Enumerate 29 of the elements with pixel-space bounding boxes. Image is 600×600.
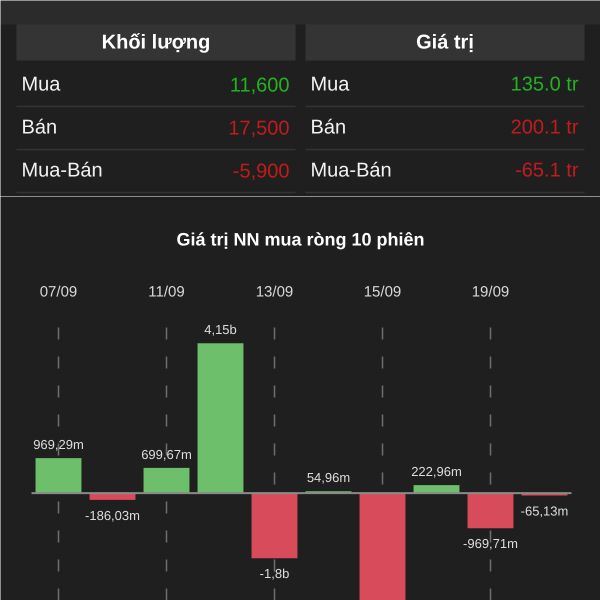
data-label: 54,96m [306,470,350,486]
text: Khối lượng [102,32,210,54]
data-label: 4,15b [204,322,237,338]
text: Mua-Bán [310,160,392,182]
data-label: 699,67m [141,446,192,462]
text: Mua [22,74,62,96]
data-label: 222,96m [411,464,462,480]
text: -5,900 [232,160,290,182]
text: Giá trị [416,32,474,54]
data-label: -969,71m [463,536,518,552]
data-label: -1,8b [260,566,290,582]
text: Mua-Bán [22,160,103,182]
text: Bán [22,116,58,138]
x-tick-label: 13/09 [256,284,294,300]
text: 200.1 tr [510,116,579,138]
x-tick-label: 19/09 [472,284,510,300]
text: Mua [310,74,350,96]
data-label: 969,29m [33,437,84,452]
text: Bán [310,116,346,138]
text: -65.1 tr [515,160,579,182]
data-label: -65,13m [520,504,568,519]
x-tick-label: 15/09 [364,284,402,300]
x-tick-label: 11/09 [148,284,185,300]
data-label: -186,03m [85,508,140,523]
text: 11,600 [230,74,290,96]
text: 135.0 tr [510,74,579,96]
x-tick-label: 07/09 [40,284,78,300]
text: 17,500 [228,118,290,140]
chart-title: Giá trị NN mua ròng 10 phiên [176,230,425,250]
